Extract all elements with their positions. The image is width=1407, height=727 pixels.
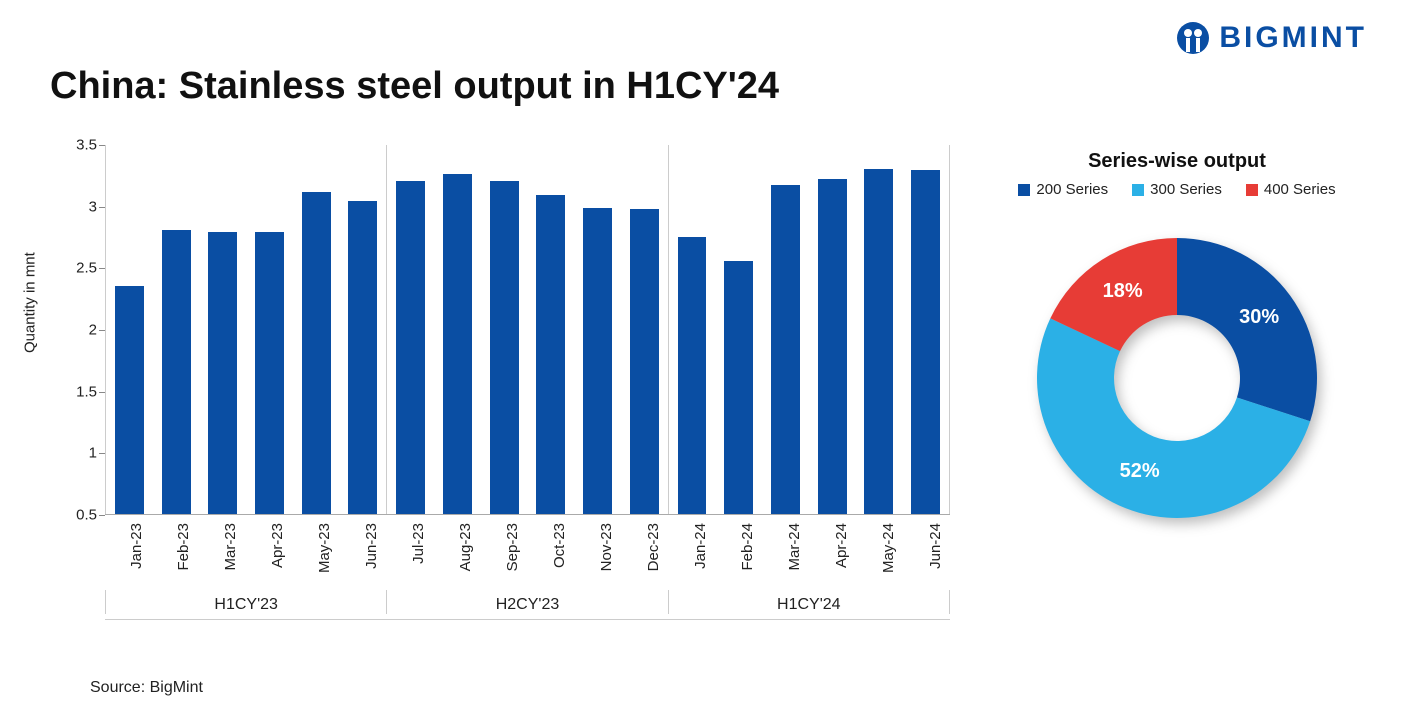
bar — [255, 232, 284, 514]
y-tick — [99, 268, 105, 269]
y-tick-label: 2 — [63, 322, 97, 339]
donut-slice-label: 30% — [1239, 306, 1279, 329]
donut-slice-label: 18% — [1103, 280, 1143, 303]
bar-cell — [715, 145, 762, 514]
group-labels: H1CY'23H2CY'23H1CY'24 — [105, 590, 950, 614]
donut-slice-label: 52% — [1120, 460, 1160, 483]
legend-label: 200 Series — [1036, 181, 1108, 198]
bar — [536, 195, 565, 514]
bar — [818, 179, 847, 514]
bar-cell — [106, 145, 153, 514]
donut-svg — [1027, 228, 1327, 528]
y-tick — [99, 207, 105, 208]
brand-logo: BIGMINT — [1175, 20, 1367, 56]
y-tick-label: 1 — [63, 445, 97, 462]
bar — [396, 181, 425, 514]
bar-cell — [481, 145, 528, 514]
bar-chart-bars — [105, 145, 950, 514]
donut-chart-title: Series-wise output — [987, 150, 1367, 173]
bar-cell — [902, 145, 949, 514]
y-tick — [99, 330, 105, 331]
bar-cell — [387, 145, 434, 514]
bar — [583, 208, 612, 514]
bar — [630, 209, 659, 514]
donut-slice — [1177, 238, 1317, 421]
bar-cell — [434, 145, 481, 514]
bar — [911, 170, 940, 514]
bar-cell — [621, 145, 668, 514]
y-tick — [99, 515, 105, 516]
legend-swatch — [1246, 184, 1258, 196]
bar-cell — [574, 145, 621, 514]
bar — [724, 261, 753, 514]
bar — [348, 201, 377, 514]
bar-cell — [856, 145, 903, 514]
y-tick-label: 1.5 — [63, 383, 97, 400]
donut-chart: Series-wise output 200 Series 300 Series 4… — [987, 150, 1367, 528]
source-text: Source: BigMint — [90, 679, 203, 697]
bar-group — [386, 145, 667, 514]
group-label: H1CY'24 — [668, 590, 950, 614]
legend-swatch — [1018, 184, 1030, 196]
legend-label: 400 Series — [1264, 181, 1336, 198]
bar-group — [668, 145, 950, 514]
bar — [162, 230, 191, 514]
y-tick-label: 3.5 — [63, 137, 97, 154]
y-axis-label: Quantity in mnt — [22, 252, 39, 353]
bar-cell — [527, 145, 574, 514]
bar — [302, 192, 331, 514]
bar — [490, 181, 519, 514]
bar — [208, 232, 237, 514]
bar-cell — [762, 145, 809, 514]
bar — [115, 286, 144, 514]
y-tick-label: 0.5 — [63, 507, 97, 524]
y-tick — [99, 453, 105, 454]
bar-cell — [809, 145, 856, 514]
donut-legend: 200 Series 300 Series 400 Series — [987, 181, 1367, 198]
bar — [678, 237, 707, 515]
legend-item: 400 Series — [1246, 181, 1336, 198]
group-label: H2CY'23 — [386, 590, 667, 614]
bar-cell — [340, 145, 387, 514]
bar-cell — [153, 145, 200, 514]
bar-group — [105, 145, 386, 514]
page-title: China: Stainless steel output in H1CY'24 — [50, 65, 779, 108]
bar-cell — [246, 145, 293, 514]
donut-wrap: 30% 52% 18% — [1027, 228, 1327, 528]
bar-chart: Quantity in mnt 0.511.522.533.5 Jan-23Fe… — [50, 145, 950, 645]
bar — [771, 185, 800, 514]
y-tick-label: 3 — [63, 198, 97, 215]
bar — [443, 174, 472, 514]
bar-cell — [199, 145, 246, 514]
brand-name: BIGMINT — [1219, 21, 1367, 55]
legend-item: 300 Series — [1132, 181, 1222, 198]
legend-swatch — [1132, 184, 1144, 196]
y-tick — [99, 392, 105, 393]
legend-item: 200 Series — [1018, 181, 1108, 198]
y-tick-label: 2.5 — [63, 260, 97, 277]
y-tick — [99, 145, 105, 146]
bar-cell — [669, 145, 716, 514]
bar-chart-plot: 0.511.522.533.5 — [105, 145, 950, 515]
brand-icon — [1175, 20, 1211, 56]
legend-label: 300 Series — [1150, 181, 1222, 198]
bar-cell — [293, 145, 340, 514]
group-label: H1CY'23 — [105, 590, 386, 614]
bar — [864, 169, 893, 514]
